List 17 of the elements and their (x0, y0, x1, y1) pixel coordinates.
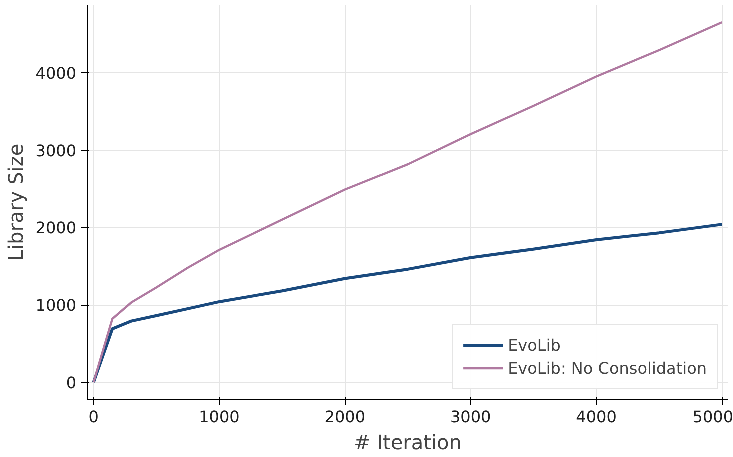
x-tick-label: 0 (88, 408, 99, 426)
line-series (92, 21, 724, 384)
y-tick-label: 1000 (36, 296, 76, 316)
x-tick-label: 1000 (199, 408, 240, 426)
y-tick-label: 4000 (36, 64, 76, 83)
x-tick-label: 2000 (324, 408, 366, 426)
legend-label: EvoLib: No Consolidation (508, 358, 707, 378)
x-tick-label: 5000 (692, 408, 733, 426)
line-series (92, 223, 724, 384)
x-tick-label: 4000 (576, 408, 617, 426)
y-tick-label: 0 (66, 373, 77, 392)
x-axis-title: # Iteration (354, 430, 462, 454)
y-tick-label: 3000 (36, 141, 76, 160)
y-axis-title: Library Size (4, 144, 28, 262)
legend-label: EvoLib (508, 336, 561, 354)
y-tick-label: 2000 (36, 218, 76, 238)
x-tick-label: 3000 (450, 408, 492, 426)
